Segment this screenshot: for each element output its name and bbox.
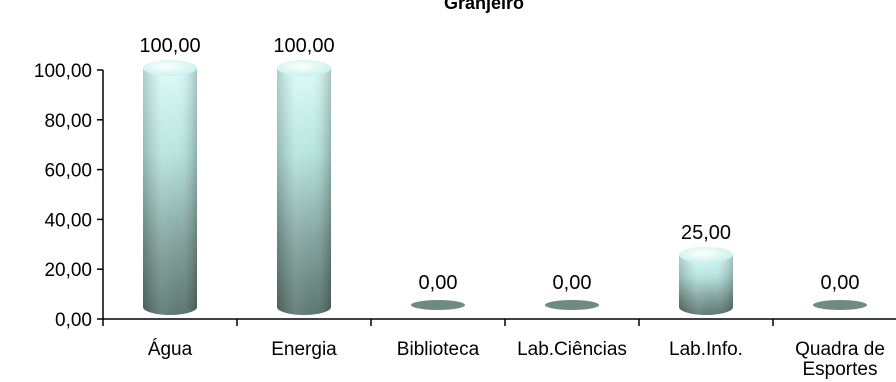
bar-shade	[143, 68, 197, 315]
data-label: 25,00	[681, 222, 731, 244]
bar-top	[143, 60, 197, 76]
y-tick-label: 40,00	[44, 210, 92, 231]
y-tick-label: 60,00	[44, 161, 92, 182]
x-tick-labels: Água Energia Biblioteca Lab.Ciências Lab.Inf…	[148, 339, 885, 380]
data-labels: 100,00 100,00 0,00 0,00 25,00 0,00	[139, 35, 859, 294]
x-tick-label: Lab.Info.	[669, 339, 743, 360]
y-axis	[97, 69, 104, 320]
bar-shade	[679, 254, 733, 315]
y-tick-label: 20,00	[44, 260, 92, 281]
data-label: 100,00	[139, 35, 200, 57]
bar-shade	[277, 68, 331, 315]
chart-title: Granjeiro	[444, 0, 524, 13]
x-axis	[102, 318, 896, 326]
x-tick-label: Quadra de Esportes	[795, 339, 885, 380]
y-tick-label: 0,00	[55, 310, 92, 331]
data-label: 0,00	[553, 272, 592, 294]
y-tick-label: 80,00	[44, 111, 92, 132]
x-tick-label: Lab.Ciências	[517, 339, 627, 360]
x-tick-label: Energia	[271, 339, 337, 360]
bar-top	[813, 300, 867, 310]
data-label: 0,00	[419, 272, 458, 294]
bar	[679, 246, 733, 315]
y-tick-labels: 0,00 20,00 40,00 60,00 80,00 100,00	[34, 61, 92, 331]
x-tick-label: Biblioteca	[397, 339, 480, 360]
data-label: 100,00	[273, 35, 334, 57]
bar	[411, 300, 465, 310]
bar-top	[411, 300, 465, 310]
bar-top	[545, 300, 599, 310]
y-tick-label: 100,00	[34, 61, 92, 82]
bars-group	[143, 60, 867, 315]
bar-top	[679, 246, 733, 263]
x-tick-label: Água	[148, 339, 193, 360]
bar	[143, 60, 197, 315]
bar	[545, 300, 599, 310]
bar	[277, 60, 331, 315]
bar	[813, 300, 867, 310]
data-label: 0,00	[821, 272, 860, 294]
bar-top	[277, 60, 331, 76]
